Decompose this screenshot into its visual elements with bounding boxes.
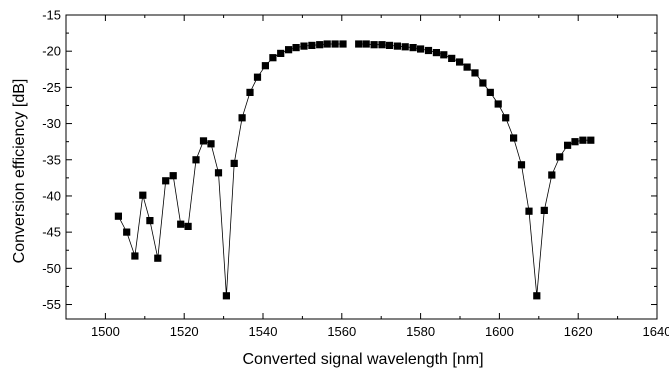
- data-point: [214, 169, 223, 177]
- data-point: [401, 43, 409, 51]
- data-point: [424, 46, 433, 55]
- data-point: [253, 73, 262, 81]
- data-point: [564, 141, 572, 149]
- series-line: [118, 43, 343, 296]
- data-point: [432, 49, 440, 57]
- data-point: [285, 46, 293, 54]
- data-point: [230, 159, 238, 167]
- data-point: [139, 191, 147, 199]
- axes: [65, 14, 658, 320]
- y-tick-label: -30: [42, 116, 61, 131]
- data-point: [323, 40, 331, 48]
- data-point: [448, 54, 456, 62]
- data-point: [277, 49, 285, 57]
- data-point: [308, 41, 316, 49]
- data-point: [199, 137, 208, 145]
- y-tick-label: -35: [42, 152, 61, 167]
- data-point: [479, 79, 487, 87]
- data-point: [463, 63, 471, 71]
- x-axis-title: Converted signal wavelength [nm]: [242, 351, 483, 368]
- data-point: [471, 69, 479, 77]
- data-points: [114, 40, 595, 300]
- data-point: [494, 100, 502, 108]
- data-point: [154, 254, 162, 262]
- data-point: [300, 42, 308, 50]
- series-lines: [118, 43, 591, 296]
- data-point: [123, 228, 131, 236]
- data-point: [222, 292, 230, 300]
- y-tick-label: -50: [42, 261, 61, 276]
- series-line: [358, 43, 591, 296]
- data-point: [362, 40, 370, 48]
- data-point: [517, 161, 526, 169]
- data-point: [409, 44, 417, 52]
- x-tick-label: 1540: [249, 324, 278, 339]
- data-point: [238, 114, 246, 122]
- data-point: [571, 138, 579, 146]
- data-point: [579, 136, 587, 144]
- x-tick-label: 1600: [485, 324, 514, 339]
- data-point: [339, 40, 347, 48]
- data-point: [548, 171, 556, 179]
- ticks: [65, 14, 658, 319]
- data-point: [385, 41, 394, 49]
- data-point: [177, 220, 185, 228]
- y-tick-label: -40: [42, 188, 61, 203]
- data-point: [269, 54, 277, 62]
- data-point: [525, 207, 533, 215]
- data-point: [502, 114, 510, 122]
- x-tick-label: 1560: [327, 324, 356, 339]
- x-tick-label: 1520: [170, 324, 199, 339]
- y-axis-title: Conversion efficiency [dB]: [11, 79, 28, 264]
- x-tick-label: 1640: [643, 324, 669, 339]
- data-point: [510, 134, 518, 142]
- data-point: [378, 41, 386, 49]
- x-tick-label: 1620: [564, 324, 593, 339]
- y-tick-label: -15: [42, 8, 61, 23]
- data-point: [146, 217, 154, 225]
- plot-frame: [65, 14, 658, 320]
- tick-labels: 1500 1520 1540 1560 1580 1600 1620 1640 -15 -20 -2…: [42, 8, 669, 340]
- data-point: [331, 40, 339, 48]
- data-point: [393, 42, 401, 50]
- data-point: [114, 212, 122, 220]
- data-point: [587, 136, 595, 144]
- data-point: [316, 41, 324, 49]
- data-point: [162, 177, 170, 185]
- data-point: [169, 172, 177, 180]
- data-point: [192, 156, 200, 164]
- data-point: [370, 41, 378, 49]
- x-tick-label: 1580: [406, 324, 435, 339]
- data-point: [540, 206, 548, 214]
- data-point: [246, 88, 254, 96]
- data-point: [440, 51, 448, 59]
- y-tick-label: -55: [42, 297, 61, 312]
- data-point: [556, 153, 564, 161]
- y-tick-label: -45: [42, 225, 61, 240]
- data-point: [292, 44, 300, 52]
- data-point: [131, 252, 139, 260]
- y-tick-label: -25: [42, 80, 61, 95]
- data-point: [533, 292, 541, 300]
- data-point: [417, 45, 425, 53]
- data-point: [486, 88, 494, 96]
- x-tick-label: 1500: [91, 324, 120, 339]
- data-point: [355, 40, 363, 48]
- data-point: [456, 58, 464, 66]
- data-point: [184, 222, 192, 230]
- data-point: [207, 140, 215, 148]
- y-tick-label: -20: [42, 44, 61, 59]
- data-point: [261, 62, 269, 70]
